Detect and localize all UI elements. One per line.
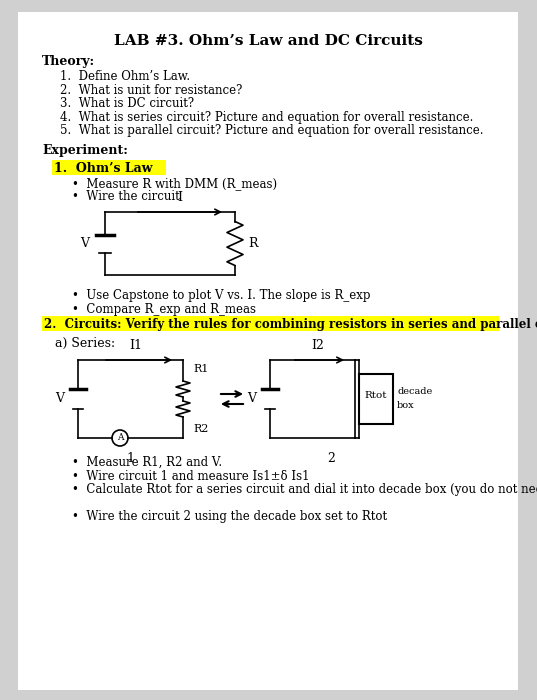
Text: •  Wire the circuit: • Wire the circuit [72, 190, 180, 204]
Text: 1: 1 [127, 452, 134, 465]
Text: V: V [247, 393, 256, 405]
Text: I1: I1 [129, 339, 142, 352]
Text: Theory:: Theory: [42, 55, 95, 68]
Text: A: A [117, 433, 124, 442]
Text: 2: 2 [328, 452, 336, 465]
Text: I2: I2 [311, 339, 324, 352]
Text: Rtot: Rtot [365, 391, 387, 400]
Text: 4.  What is series circuit? Picture and equation for overall resistance.: 4. What is series circuit? Picture and e… [60, 111, 474, 123]
Text: R: R [248, 237, 258, 250]
Text: 5.  What is parallel circuit? Picture and equation for overall resistance.: 5. What is parallel circuit? Picture and… [60, 124, 483, 137]
Text: •  Wire circuit 1 and measure Is1±δ Is1: • Wire circuit 1 and measure Is1±δ Is1 [72, 470, 309, 482]
Text: •  Compare R_exp and R_meas: • Compare R_exp and R_meas [72, 302, 256, 316]
Text: 2.  What is unit for resistance?: 2. What is unit for resistance? [60, 83, 242, 97]
Text: 1.  Ohm’s Law: 1. Ohm’s Law [54, 162, 153, 175]
Text: 3.  What is DC circuit?: 3. What is DC circuit? [60, 97, 194, 110]
Text: LAB #3. Ohm’s Law and DC Circuits: LAB #3. Ohm’s Law and DC Circuits [113, 34, 423, 48]
Text: box: box [397, 400, 415, 410]
Bar [52, 160, 166, 175]
Text: •  Measure R with DMM (R_meas): • Measure R with DMM (R_meas) [72, 177, 277, 190]
Text: R2: R2 [193, 424, 208, 434]
Text: a) Series:: a) Series: [55, 337, 115, 350]
Text: V: V [55, 393, 64, 405]
Text: decade: decade [397, 388, 432, 396]
Text: 1.  Define Ohm’s Law.: 1. Define Ohm’s Law. [60, 70, 190, 83]
Text: •  Calculate Rtot for a series circuit and dial it into decade box (you do not n: • Calculate Rtot for a series circuit an… [72, 483, 537, 496]
Text: •  Use Capstone to plot V vs. I. The slope is R_exp: • Use Capstone to plot V vs. I. The slop… [72, 289, 371, 302]
Text: R1: R1 [193, 364, 208, 374]
Text: Experiment:: Experiment: [42, 144, 128, 157]
Text: V: V [80, 237, 89, 250]
Bar [42, 316, 499, 331]
Text: •  Wire the circuit 2 using the decade box set to Rtot: • Wire the circuit 2 using the decade bo… [72, 510, 387, 523]
Text: I: I [178, 191, 183, 204]
Bar [359, 374, 393, 424]
Text: 2.  Circuits: Verify the rules for combining resistors in series and parallel ci: 2. Circuits: Verify the rules for combin… [44, 318, 537, 331]
Text: •  Measure R1, R2 and V.: • Measure R1, R2 and V. [72, 456, 222, 469]
